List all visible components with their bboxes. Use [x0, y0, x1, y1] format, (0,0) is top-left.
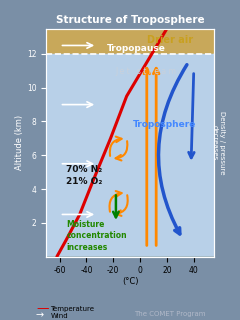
Y-axis label: Altitude (km): Altitude (km) — [15, 115, 24, 170]
Text: The COMET Program: The COMET Program — [134, 311, 206, 316]
Text: 70% N₂
21% O₂: 70% N₂ 21% O₂ — [66, 165, 103, 186]
Text: Drier air: Drier air — [147, 35, 193, 44]
Text: —: — — [36, 302, 48, 315]
Text: Wind: Wind — [50, 313, 68, 319]
Text: Tropopause: Tropopause — [107, 44, 166, 53]
Bar — [46, 28, 214, 54]
Text: J e t   s t r e a m: J e t s t r e a m — [115, 67, 176, 76]
X-axis label: (°C): (°C) — [122, 277, 138, 286]
Bar — [46, 54, 214, 257]
Text: Moisture
concentration
increases: Moisture concentration increases — [66, 220, 127, 252]
Text: →: → — [36, 310, 44, 320]
Text: Troposphere: Troposphere — [132, 120, 196, 129]
Text: Temperature: Temperature — [50, 307, 94, 312]
Title: Structure of Troposphere: Structure of Troposphere — [56, 15, 204, 25]
Y-axis label: Density / pressure
decreases: Density / pressure decreases — [212, 111, 225, 174]
Bar — [46, 257, 214, 265]
